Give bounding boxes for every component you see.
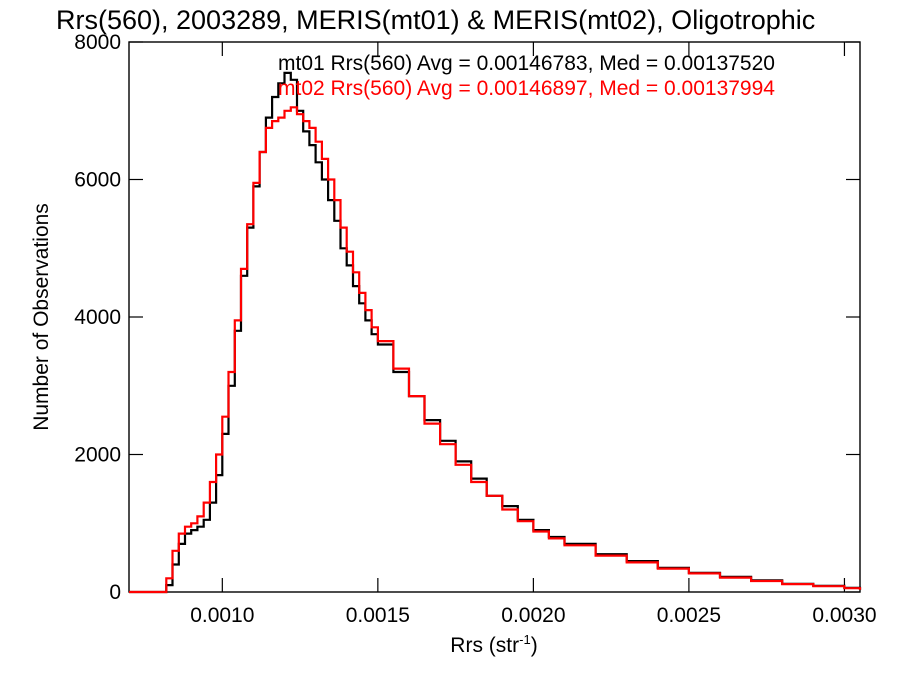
x-axis-label-superscript: -1 [519, 632, 531, 647]
x-tick-label: 0.0010 [190, 604, 254, 627]
x-tick-label: 0.0030 [812, 604, 876, 627]
y-tick-label: 8000 [74, 31, 121, 54]
x-tick-labels: 0.0010 0.0015 0.0020 0.0025 0.0030 [190, 604, 876, 627]
chart-title: Rrs(560), 2003289, MERIS(mt01) & MERIS(m… [56, 5, 815, 35]
series-group [129, 71, 862, 594]
y-tick-label: 6000 [74, 169, 121, 192]
x-tick-label: 0.0020 [501, 604, 565, 627]
plot-frame [128, 41, 861, 593]
y-axis-label: Number of Observations [30, 203, 53, 431]
axis-ticks [129, 41, 860, 593]
x-axis-label-close: ) [531, 634, 538, 657]
annotation-mt01: mt01 Rrs(560) Avg = 0.00146783, Med = 0.… [278, 52, 775, 75]
x-axis-label-main: Rrs (str [450, 634, 519, 657]
y-tick-label: 0 [109, 581, 121, 604]
series-line-mt01 [129, 71, 862, 594]
x-tick-label: 0.0025 [657, 604, 721, 627]
series-line-mt02 [129, 106, 862, 594]
y-tick-label: 2000 [74, 444, 121, 467]
annotation-mt02: mt02 Rrs(560) Avg = 0.00146897, Med = 0.… [278, 77, 775, 100]
annotations: mt01 Rrs(560) Avg = 0.00146783, Med = 0.… [278, 52, 775, 100]
x-tick-label: 0.0015 [346, 604, 410, 627]
y-tick-label: 4000 [74, 306, 121, 329]
x-axis-label: Rrs (str-1) [450, 632, 537, 657]
y-tick-labels: 0 2000 4000 6000 8000 [74, 31, 121, 604]
